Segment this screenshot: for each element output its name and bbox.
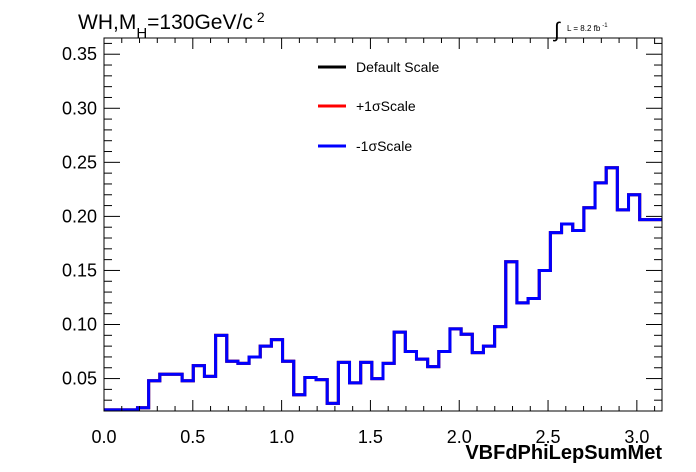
chart-title: WH,MH=130GeV/c 2 — [78, 9, 265, 42]
chart-title-rest: =130GeV/c — [147, 11, 253, 34]
y-tick-label: 0.05 — [62, 369, 97, 389]
legend: Default Scale +1σScale -1σScale — [318, 59, 439, 154]
x-tick-label: 3.0 — [624, 427, 649, 447]
legend-label-default: Default Scale — [356, 59, 439, 75]
series-layer — [104, 166, 662, 412]
x-tick-label: 2.0 — [447, 427, 472, 447]
y-tick-label: 0.30 — [62, 98, 97, 118]
chart-title-subscript: H — [136, 25, 147, 42]
lumi-integral-sign: ∫ — [553, 19, 561, 42]
y-tick-label: 0.10 — [62, 315, 97, 335]
y-tick-label: 0.15 — [62, 260, 97, 280]
x-axis-label: VBFdPhiLepSumMet — [465, 442, 662, 464]
y-tick-label: 0.25 — [62, 152, 97, 172]
x-tick-label: 1.5 — [358, 427, 383, 447]
x-tick-label: 0.5 — [180, 427, 205, 447]
lumi-label-text: L = 8.2 fb — [567, 24, 601, 33]
y-tick-label: 0.20 — [62, 206, 97, 226]
x-tick-label: 2.5 — [536, 427, 561, 447]
lumi-label: L = 8.2 fb -1 — [567, 23, 608, 33]
lumi-label-superscript: -1 — [602, 23, 608, 29]
x-tick-label: 0.0 — [91, 427, 116, 447]
chart-title-superscript: 2 — [257, 9, 265, 25]
plot-frame — [103, 37, 663, 412]
series-line-2 — [104, 166, 662, 412]
y-tick-label: 0.35 — [62, 44, 97, 64]
axis-layer: 0.0 0.5 1.0 1.5 2.0 2.5 3.0 0.05 0.10 0.15 0.20 0.2… — [62, 38, 662, 447]
legend-label-plus1sigma: +1σScale — [356, 98, 416, 114]
x-tick-label: 1.0 — [269, 427, 294, 447]
chart-title-main: WH,M — [78, 11, 136, 34]
legend-label-minus1sigma: -1σScale — [356, 138, 412, 154]
